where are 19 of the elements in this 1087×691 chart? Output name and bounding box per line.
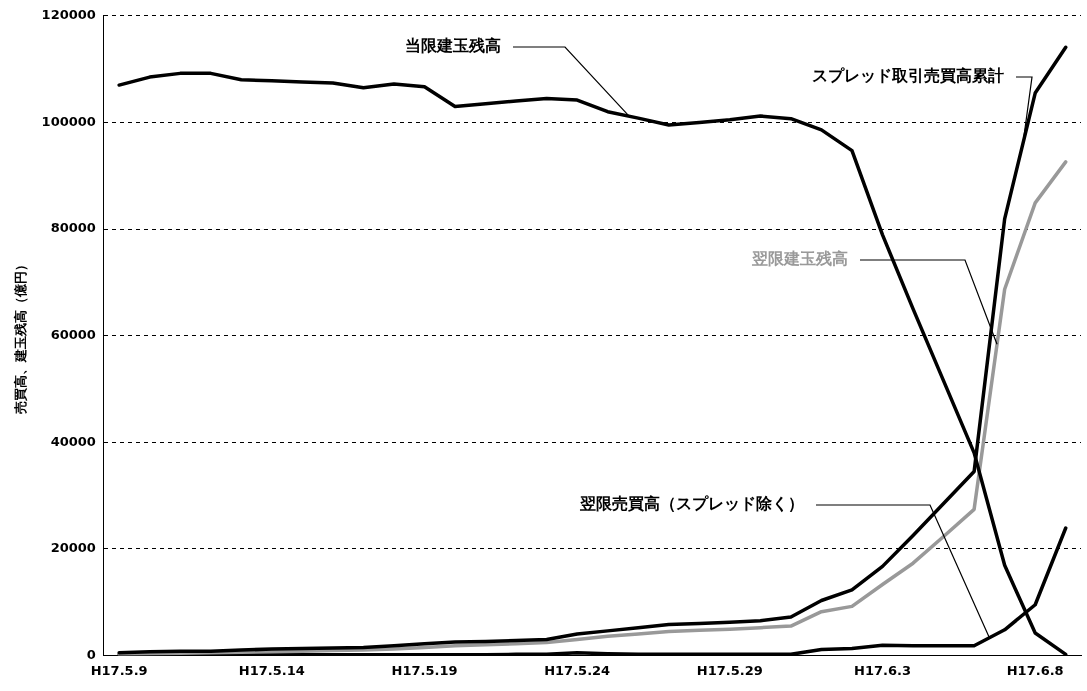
y-tick-label: 100000 [41,113,96,129]
text: スプレッド取引売買高累計 [812,66,1004,86]
text: 翌限建玉残高 [751,249,848,269]
x-tick-label: H17.5.24 [544,662,611,678]
x-tick-label: H17.5.19 [391,662,458,678]
x-tick-label: H17.5.29 [696,662,763,678]
y-tick-label: 40000 [50,433,96,449]
y-tick-label: 20000 [50,540,96,556]
x-tick-label: H17.6.8 [1006,662,1064,678]
y-tick-label: 0 [86,646,96,662]
x-tick-label: H17.6.3 [854,662,911,678]
y-axis-title: 売買高、建玉残高（億円） [13,257,29,414]
y-tick-label: 80000 [50,220,96,236]
series-label: 当限建玉残高 [405,36,501,56]
x-tick-label: H17.5.9 [90,662,148,678]
y-tick-label: 120000 [41,7,96,23]
x-tick-label: H17.5.14 [238,662,305,678]
text: 翌限売買高（スプレッド除く） [579,494,804,514]
y-tick-label: 60000 [50,326,96,342]
